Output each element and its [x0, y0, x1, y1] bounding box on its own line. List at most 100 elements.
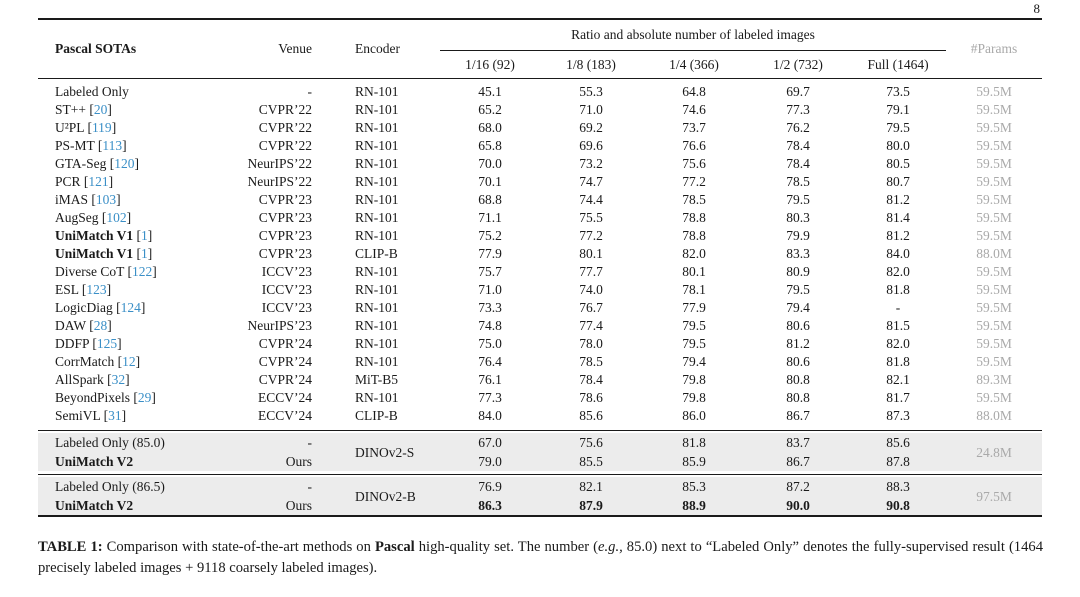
separator-cell	[38, 471, 1043, 477]
method-name: AugSeg	[55, 210, 99, 225]
method-name: BeyondPixels	[55, 390, 131, 405]
cell-method: iMAS [103]	[55, 192, 121, 207]
citation-link[interactable]: 122	[132, 264, 153, 279]
cell-method: DAW [28]	[55, 318, 112, 333]
cell-value: 80.6	[786, 318, 810, 333]
col-header-ratio-1: 1/8 (183)	[540, 50, 642, 79]
cell-venue: -	[240, 477, 318, 496]
cell-encoder: RN-101	[355, 192, 399, 207]
method-name: ST++	[55, 102, 86, 117]
cell-value: 81.2	[886, 192, 910, 207]
method-name: DAW	[55, 318, 86, 333]
citation-link[interactable]: 1	[141, 246, 148, 261]
cell-value: 85.3	[642, 477, 746, 496]
cell-value: 77.2	[579, 228, 603, 243]
cell-value: 85.6	[579, 408, 603, 423]
cell-params: 59.5M	[976, 390, 1012, 405]
cell-value: 71.0	[478, 282, 502, 297]
cell-method: BeyondPixels [29]	[55, 390, 156, 405]
cell-params: 24.8M	[946, 433, 1043, 471]
cell-params: 59.5M	[976, 192, 1012, 207]
cell-value: 75.5	[579, 210, 603, 225]
method-name: PS-MT	[55, 138, 95, 153]
citation-link[interactable]: 121	[88, 174, 109, 189]
cell-value: 78.8	[682, 210, 706, 225]
cell-venue: CVPR’24	[258, 372, 312, 387]
citation-link[interactable]: 120	[114, 156, 135, 171]
cell-params: 88.0M	[976, 246, 1012, 261]
table-row: DAW [28] NeurIPS’23 RN-101 74.8 77.4 79.5 80.6…	[38, 317, 1042, 335]
cell-value: 83.7	[746, 433, 850, 452]
method-name: AllSpark	[55, 372, 104, 387]
col-header-params: #Params	[946, 19, 1043, 79]
cell-value: 78.8	[682, 228, 706, 243]
cell-method: PS-MT [113]	[55, 138, 127, 153]
citation-link[interactable]: 103	[95, 192, 117, 207]
cell-value: 82.1	[540, 477, 642, 496]
caption-text: 85.0) next to “Labeled Only” denotes the…	[38, 539, 1043, 576]
cell-method: Labeled Only (86.5)	[38, 477, 240, 496]
citation-link[interactable]: 123	[86, 282, 107, 297]
table-body: Labeled Only - RN-101 45.1 55.3 64.8 69.7 73.5 5…	[38, 79, 1042, 428]
cell-value: 83.3	[786, 246, 810, 261]
cell-venue: CVPR’23	[258, 246, 312, 261]
cell-venue: NeurIPS’22	[247, 174, 313, 189]
citation-link[interactable]: 31	[108, 408, 122, 423]
cell-venue: ICCV’23	[261, 264, 312, 279]
citation-link[interactable]: 12	[122, 354, 136, 369]
cell-method: AugSeg [102]	[55, 210, 132, 225]
cell-value: 74.8	[478, 318, 502, 333]
table-row: AugSeg [102] CVPR’23 RN-101 71.1 75.5 78.8 80.…	[38, 209, 1042, 227]
caption-text: high-quality set. The number (	[414, 539, 599, 555]
col-header-encoder: Encoder	[318, 19, 440, 79]
cell-encoder: CLIP-B	[355, 408, 398, 423]
cell-params: 59.5M	[976, 228, 1012, 243]
citation-link[interactable]: 102	[106, 210, 127, 225]
citation-link[interactable]: 32	[111, 372, 126, 387]
cell-params: 59.5M	[976, 336, 1012, 351]
cell-method: GTA-Seg [120]	[55, 156, 140, 171]
table-row: U²PL [119] CVPR’22 RN-101 68.0 69.2 73.7 76.2 7…	[38, 119, 1042, 137]
cell-value: 70.1	[478, 174, 502, 189]
cell-encoder: RN-101	[355, 390, 399, 405]
citation-link[interactable]: 20	[93, 102, 108, 117]
table-row: ESL [123] ICCV’23 RN-101 71.0 74.0 78.1 79.5 81…	[38, 281, 1042, 299]
table-row: iMAS [103] CVPR’23 RN-101 68.8 74.4 78.5 79.5 8…	[38, 191, 1042, 209]
cell-venue: ICCV’23	[261, 300, 312, 315]
citation-link[interactable]: 28	[93, 318, 108, 333]
cell-value: 87.8	[850, 452, 947, 471]
cell-value: 82.1	[886, 372, 910, 387]
cell-value: 80.8	[786, 372, 810, 387]
cell-value: 80.1	[579, 246, 603, 261]
cell-venue: CVPR’24	[258, 336, 312, 351]
cell-value: 90.8	[850, 496, 947, 516]
cell-method: ESL [123]	[55, 282, 112, 297]
cell-value: 73.5	[886, 84, 910, 99]
cell-value: 86.0	[682, 408, 706, 423]
cell-value: 87.9	[540, 496, 642, 516]
cell-value: 78.4	[786, 138, 810, 153]
table-row: Labeled Only - RN-101 45.1 55.3 64.8 69.7 73.5 5…	[38, 79, 1042, 102]
cell-value: 73.3	[478, 300, 502, 315]
citation-link[interactable]: 124	[120, 300, 141, 315]
cell-encoder: RN-101	[355, 210, 399, 225]
cell-value: 69.6	[579, 138, 603, 153]
table-row: Diverse CoT [122] ICCV’23 RN-101 75.7 77.7 80…	[38, 263, 1042, 281]
cell-venue: CVPR’22	[258, 120, 312, 135]
cell-value: 75.6	[540, 433, 642, 452]
citation-link[interactable]: 1	[141, 228, 148, 243]
cell-value: 68.8	[478, 192, 502, 207]
cell-venue: CVPR’24	[258, 354, 312, 369]
section-separator	[38, 427, 1043, 433]
table-row: PS-MT [113] CVPR’22 RN-101 65.8 69.6 76.6 78.4…	[38, 137, 1042, 155]
cell-value: 79.5	[786, 282, 810, 297]
citation-link[interactable]: 125	[96, 336, 118, 351]
col-header-venue: Venue	[240, 19, 318, 79]
citation-link[interactable]: 119	[91, 120, 112, 135]
cell-method: UniMatch V2	[38, 452, 240, 471]
citation-link[interactable]: 29	[137, 390, 152, 405]
citation-link[interactable]: 113	[102, 138, 123, 153]
cell-value: 79.5	[786, 192, 810, 207]
cell-value: 81.2	[886, 228, 910, 243]
cell-value: 75.2	[478, 228, 502, 243]
